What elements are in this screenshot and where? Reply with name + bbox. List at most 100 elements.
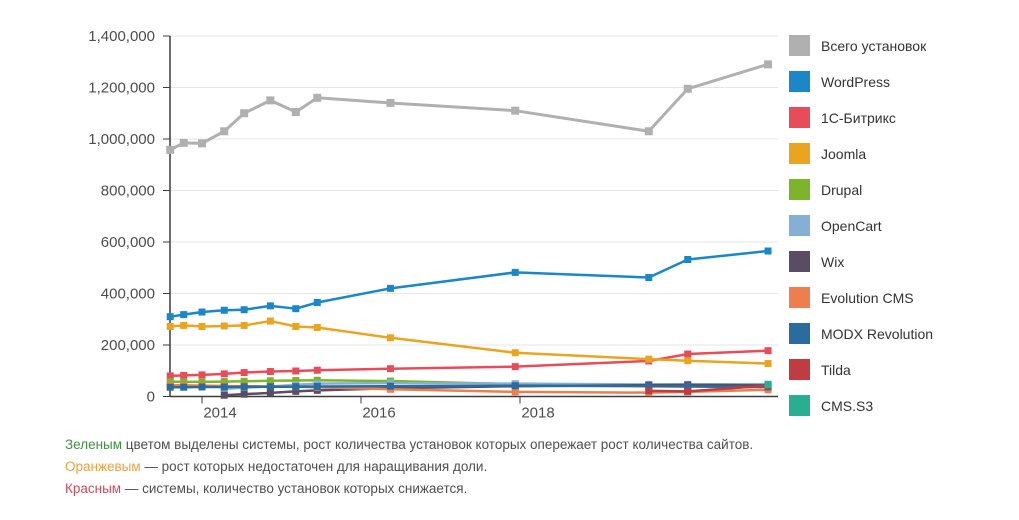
- data-point-marker: [292, 367, 300, 375]
- series-wordpress: [166, 247, 772, 321]
- y-axis-label: 800,000: [101, 183, 155, 200]
- y-axis-label: 400,000: [101, 286, 155, 303]
- data-point-marker: [240, 321, 248, 329]
- legend-swatch-icon: [789, 287, 810, 308]
- data-point-marker: [220, 378, 228, 386]
- legend-item-wordpress[interactable]: WordPress: [789, 71, 933, 92]
- series-line: [168, 62, 770, 152]
- y-axis-label: 1,400,000: [88, 28, 155, 45]
- legend-swatch-icon: [789, 323, 810, 344]
- data-point-marker: [292, 377, 300, 385]
- note-text: цветом выделены системы, рост количества…: [122, 437, 754, 452]
- legend-item-evolution-cms[interactable]: Evolution CMS: [789, 287, 933, 308]
- data-point-marker: [220, 383, 228, 391]
- data-point-marker: [220, 306, 228, 314]
- data-point-marker: [511, 268, 519, 276]
- data-point-marker: [386, 98, 395, 107]
- data-point-marker: [511, 363, 519, 371]
- data-point-marker: [386, 365, 394, 373]
- legend-item-drupal[interactable]: Drupal: [789, 179, 933, 200]
- series-1: [166, 347, 772, 380]
- legend-label: Tilda: [821, 361, 851, 378]
- data-point-marker: [313, 366, 321, 374]
- data-point-marker: [180, 383, 188, 391]
- data-point-marker: [645, 387, 653, 395]
- y-axis-label: 0: [147, 389, 155, 406]
- series-line: [168, 319, 770, 365]
- data-point-marker: [644, 127, 653, 136]
- data-point-marker: [684, 256, 692, 264]
- data-point-marker: [179, 138, 188, 147]
- data-point-marker: [684, 350, 692, 358]
- data-point-marker: [511, 382, 519, 390]
- legend-label: MODX Revolution: [821, 325, 934, 342]
- data-point-marker: [511, 106, 520, 115]
- data-point-marker: [198, 383, 206, 391]
- note-lead-word: Оранжевым: [65, 459, 141, 474]
- data-point-marker: [166, 383, 174, 391]
- legend-item-wix[interactable]: Wix: [789, 251, 933, 272]
- data-point-marker: [645, 274, 653, 282]
- legend-item-cms-s3[interactable]: CMS.S3: [789, 395, 933, 416]
- data-point-marker: [240, 109, 249, 118]
- data-point-marker: [166, 313, 174, 321]
- legend-label: WordPress: [821, 73, 890, 90]
- note-lead-word: Зеленым: [65, 437, 123, 452]
- data-point-marker: [180, 311, 188, 319]
- data-point-marker: [166, 378, 174, 386]
- note-text: — рост которых недостаточен для наращива…: [140, 459, 488, 474]
- data-point-marker: [220, 127, 229, 136]
- y-axis-label: 600,000: [101, 234, 155, 251]
- data-point-marker: [240, 377, 248, 385]
- legend-label: Evolution CMS: [821, 289, 914, 306]
- legend-item-modx-revolution[interactable]: MODX Revolution: [789, 323, 933, 344]
- data-point-marker: [764, 347, 772, 355]
- data-point-marker: [683, 84, 692, 93]
- data-point-marker: [292, 305, 300, 313]
- legend-swatch-icon: [789, 107, 810, 128]
- data-point-marker: [198, 308, 206, 316]
- data-point-marker: [645, 382, 653, 390]
- data-point-marker: [198, 322, 206, 330]
- data-point-marker: [198, 139, 206, 148]
- data-point-marker: [266, 317, 274, 325]
- data-point-marker: [313, 382, 321, 390]
- data-point-marker: [220, 391, 228, 399]
- data-point-marker: [764, 60, 773, 69]
- data-point-marker: [511, 349, 519, 357]
- data-point-marker: [291, 107, 300, 116]
- legend-swatch-icon: [789, 143, 810, 164]
- x-axis-label: 2016: [362, 405, 395, 422]
- data-point-marker: [764, 381, 772, 389]
- data-point-marker: [240, 390, 248, 398]
- legend-swatch-icon: [789, 179, 810, 200]
- y-axis-label: 1,200,000: [88, 80, 155, 97]
- data-point-marker: [166, 145, 175, 154]
- data-point-marker: [266, 96, 275, 105]
- legend-swatch-icon: [789, 359, 810, 380]
- legend-item-series-0[interactable]: Всего установок: [789, 35, 933, 56]
- data-point-marker: [292, 387, 300, 395]
- data-point-marker: [180, 371, 188, 379]
- data-point-marker: [266, 389, 274, 397]
- legend-label: CMS.S3: [821, 397, 874, 414]
- x-axis-label: 2014: [203, 405, 236, 422]
- data-point-marker: [166, 322, 174, 330]
- legend-item-opencart[interactable]: OpenCart: [789, 215, 933, 236]
- legend-item-1[interactable]: 1С-Битрикс: [789, 107, 933, 128]
- note-lead-word: Красным: [65, 481, 122, 496]
- legend-item-joomla[interactable]: Joomla: [789, 143, 933, 164]
- series-line: [168, 349, 770, 378]
- data-point-marker: [764, 247, 772, 255]
- data-point-marker: [166, 372, 174, 380]
- data-point-marker: [684, 357, 692, 365]
- series-series-0: [166, 60, 773, 154]
- legend-item-tilda[interactable]: Tilda: [789, 359, 933, 380]
- data-point-marker: [220, 370, 228, 378]
- data-point-marker: [511, 388, 519, 396]
- x-axis-label: 2018: [521, 405, 554, 422]
- note-line: Красным — системы, количество установок …: [65, 478, 753, 500]
- data-point-marker: [266, 377, 274, 385]
- legend-label: 1С-Битрикс: [821, 109, 896, 126]
